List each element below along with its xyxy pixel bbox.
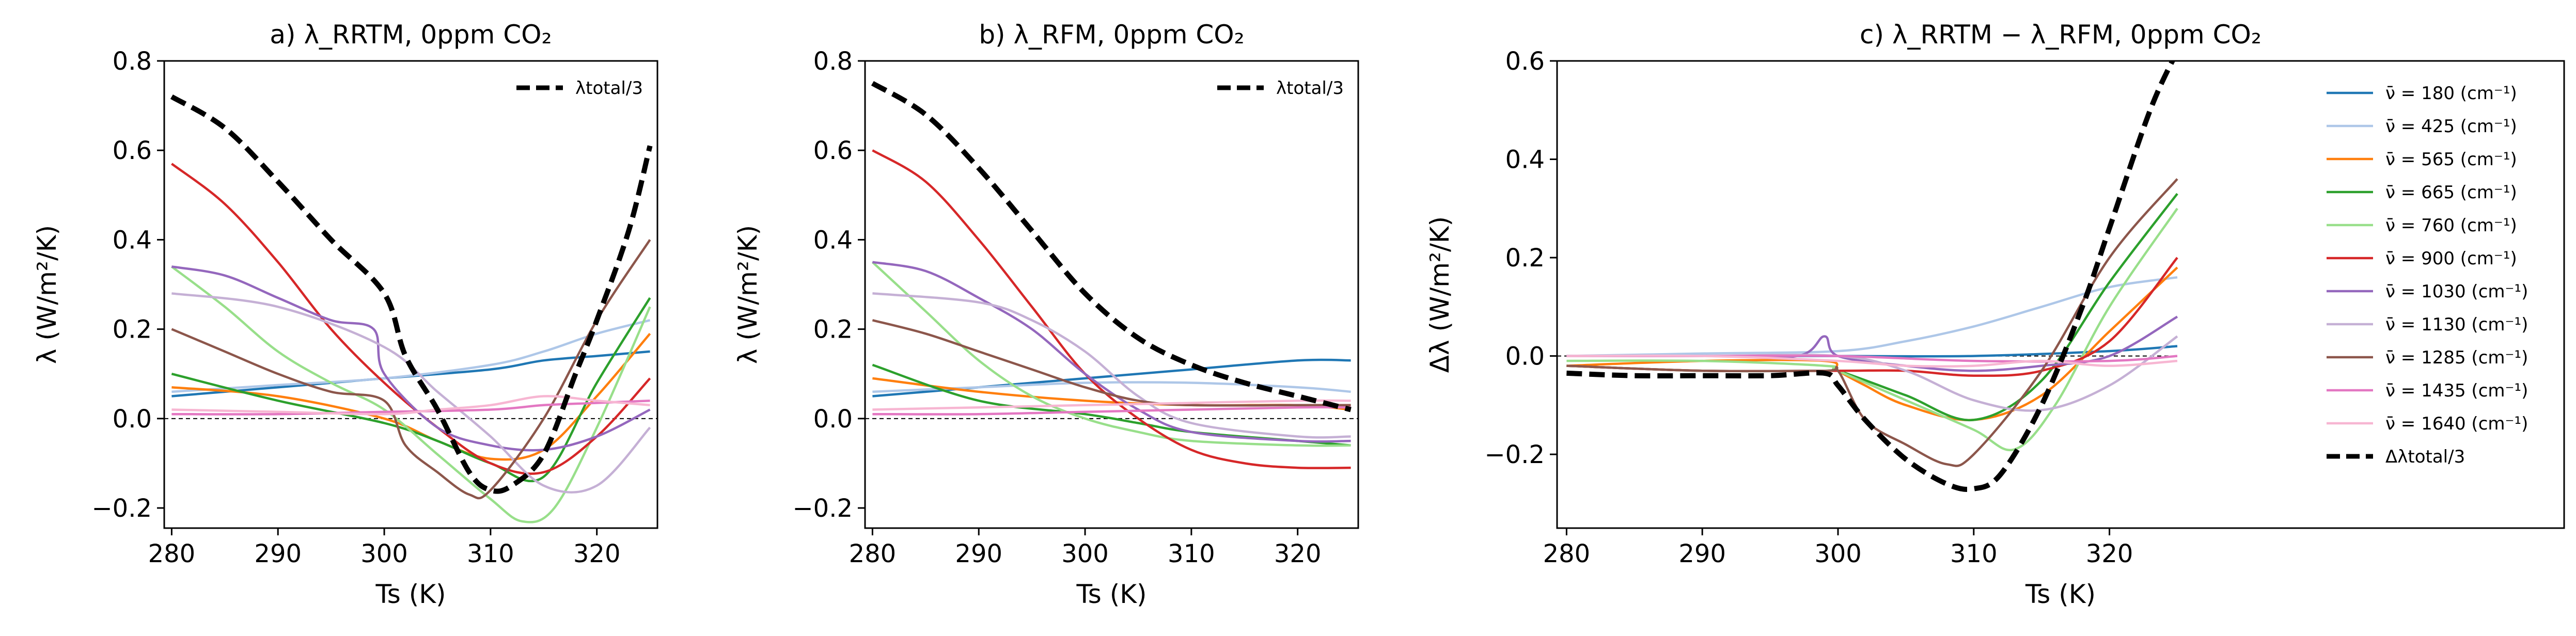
y-tick-label: 0.6 <box>813 136 853 165</box>
panel-b: 280 290 300 310 320 −0.2 0.0 0.2 0.4 0.6 0.8 Ts (K)… <box>733 20 1359 609</box>
x-tick-label: 310 <box>1168 539 1215 568</box>
series-line-6 <box>872 261 1351 443</box>
legend-label: ν̄ = 180 (cm⁻¹) <box>2385 83 2517 104</box>
y-tick-label: 0.6 <box>1505 47 1545 76</box>
legend-label: λtotal/3 <box>1276 78 1344 99</box>
x-tick-label: 280 <box>148 539 196 568</box>
series-line-4 <box>171 265 651 523</box>
series-line-9 <box>872 406 1351 416</box>
x-tick-label: 300 <box>1061 539 1109 568</box>
series-line-4 <box>1566 208 2178 452</box>
legend: λtotal/3 <box>1217 78 1344 99</box>
y-tick-label: 0.6 <box>113 136 152 165</box>
legend: λtotal/3 <box>516 78 643 99</box>
x-axis-label: Ts (K) <box>1076 579 1146 609</box>
x-tick-label: 300 <box>360 539 408 568</box>
y-tick-label: 0.8 <box>813 47 853 76</box>
legend-label: ν̄ = 1030 (cm⁻¹) <box>2385 281 2528 302</box>
series-line-5 <box>171 163 651 475</box>
legend-label: ν̄ = 1130 (cm⁻¹) <box>2385 314 2528 335</box>
y-axis-label: λ (W/m²/K) <box>733 225 763 364</box>
x-tick-label: 280 <box>1543 539 1591 568</box>
legend-label: ν̄ = 900 (cm⁻¹) <box>2385 248 2517 269</box>
series-line-7 <box>171 292 651 494</box>
y-tick-label: −0.2 <box>91 494 152 523</box>
y-tick-label: 0.8 <box>113 47 152 76</box>
x-axis-label: Ts (K) <box>2025 579 2096 609</box>
legend-label: ν̄ = 760 (cm⁻¹) <box>2385 215 2517 236</box>
series-line-1 <box>872 381 1351 393</box>
legend-label: ν̄ = 665 (cm⁻¹) <box>2385 182 2517 203</box>
series-line-3 <box>171 297 651 483</box>
series-line-1 <box>1566 276 2178 357</box>
y-tick-label: 0.2 <box>813 315 853 344</box>
x-tick-label: 290 <box>254 539 302 568</box>
panel-c: 280 290 300 310 320 −0.2 0.0 0.2 0.4 0.6 Ts (K) Δλ … <box>1425 20 2565 609</box>
panel-a: 280 290 300 310 320 −0.2 0.0 0.2 0.4 0.6 0.8 Ts (K)… <box>32 20 658 609</box>
y-tick-label: 0.0 <box>113 405 152 434</box>
legend-label: λtotal/3 <box>575 78 643 99</box>
y-tick-label: 0.0 <box>1505 342 1545 371</box>
y-tick-label: 0.4 <box>813 226 853 255</box>
x-axis-label: Ts (K) <box>375 579 446 609</box>
x-tick-label: 290 <box>1678 539 1726 568</box>
series-line-8 <box>171 239 651 500</box>
series-line-9 <box>171 399 650 416</box>
legend: ν̄ = 180 (cm⁻¹) ν̄ = 425 (cm⁻¹) ν̄ = 565 (… <box>2327 83 2528 467</box>
legend-label: Δλtotal/3 <box>2385 447 2465 467</box>
series-group <box>1566 61 2178 492</box>
series-line-8 <box>1566 178 2178 467</box>
chart-title: c) λ_RRTM − λ_RFM, 0ppm CO₂ <box>1860 20 2261 50</box>
series-line-10 <box>872 399 1351 411</box>
y-tick-label: 0.4 <box>1505 146 1545 174</box>
chart-title: b) λ_RFM, 0ppm CO₂ <box>979 20 1244 50</box>
series-line-6 <box>171 265 651 452</box>
y-tick-label: 0.4 <box>113 226 152 255</box>
plot-frame <box>1556 60 2565 529</box>
x-tick-label: 320 <box>1274 539 1322 568</box>
series-line-10 <box>171 395 650 416</box>
x-tick-label: 290 <box>955 539 1002 568</box>
chart-title: a) λ_RRTM, 0ppm CO₂ <box>270 20 552 50</box>
x-tick-label: 280 <box>849 539 897 568</box>
legend-label: ν̄ = 565 (cm⁻¹) <box>2385 149 2517 170</box>
series-line-4 <box>871 261 1351 447</box>
series-line-7 <box>872 292 1351 439</box>
series-line-11 <box>170 94 653 494</box>
legend-label: ν̄ = 425 (cm⁻¹) <box>2385 116 2517 137</box>
y-tick-label: −0.2 <box>792 494 853 523</box>
y-tick-label: 0.2 <box>113 315 152 344</box>
series-group <box>871 81 1352 469</box>
legend-label: ν̄ = 1285 (cm⁻¹) <box>2385 347 2528 368</box>
y-tick-label: 0.2 <box>1505 244 1545 273</box>
series-group <box>170 94 653 523</box>
series-line-10 <box>1566 354 2178 368</box>
series-line-11 <box>1566 61 2176 492</box>
series-line-8 <box>872 319 1351 407</box>
y-tick-label: −0.2 <box>1484 440 1545 469</box>
plot-frame <box>163 60 658 529</box>
x-tick-label: 300 <box>1814 539 1862 568</box>
x-tick-label: 310 <box>1950 539 1998 568</box>
x-tick-label: 320 <box>2086 539 2133 568</box>
y-axis-label: λ (W/m²/K) <box>32 225 62 364</box>
legend-label: ν̄ = 1640 (cm⁻¹) <box>2385 414 2528 434</box>
y-tick-label: 0.0 <box>813 405 853 434</box>
legend-label: ν̄ = 1435 (cm⁻¹) <box>2385 380 2528 401</box>
series-line-11 <box>871 81 1352 412</box>
series-line-5 <box>872 149 1351 469</box>
x-tick-label: 320 <box>573 539 621 568</box>
series-line-0 <box>171 350 650 398</box>
y-axis-label: Δλ (W/m²/K) <box>1425 216 1455 373</box>
plot-frame <box>864 60 1359 529</box>
x-tick-label: 310 <box>467 539 514 568</box>
